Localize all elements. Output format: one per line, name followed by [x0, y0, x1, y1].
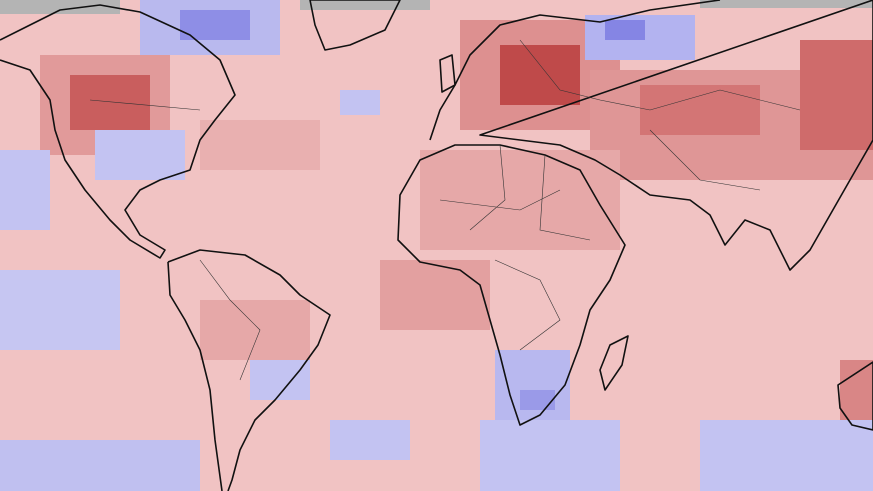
- hot-patch: [70, 75, 150, 130]
- cool-patch: [480, 420, 620, 491]
- cold-patch: [605, 20, 645, 40]
- no-data: [300, 0, 430, 10]
- hot-patch: [800, 40, 873, 150]
- madagascar: [599, 335, 629, 391]
- south-america: [167, 249, 331, 491]
- cool-patch: [95, 130, 185, 180]
- cool-patch: [0, 270, 120, 350]
- cool-patch: [330, 420, 410, 460]
- cold-patch: [520, 390, 555, 410]
- no-data: [0, 0, 120, 14]
- no-data: [700, 0, 873, 8]
- british-isles: [439, 54, 456, 93]
- cold-patch: [180, 10, 250, 40]
- cool-patch: [340, 90, 380, 115]
- cool-patch: [0, 440, 200, 491]
- warm-patch: [200, 120, 320, 170]
- australia: [837, 361, 873, 431]
- greenland: [309, 0, 401, 51]
- warm-patch: [200, 300, 310, 360]
- africa: [397, 144, 626, 426]
- border: [89, 39, 801, 381]
- warm-patch: [420, 150, 620, 250]
- warm-patch: [840, 360, 873, 420]
- hot-patch: [640, 85, 760, 135]
- eurasia: [429, 0, 873, 271]
- cool-patch: [0, 150, 50, 230]
- no-data-areas: [0, 0, 873, 14]
- north-america: [0, 4, 236, 259]
- country-borders: [89, 39, 801, 381]
- warm-patch: [380, 260, 490, 330]
- cool-patch: [700, 420, 873, 491]
- hot-patch: [500, 45, 580, 105]
